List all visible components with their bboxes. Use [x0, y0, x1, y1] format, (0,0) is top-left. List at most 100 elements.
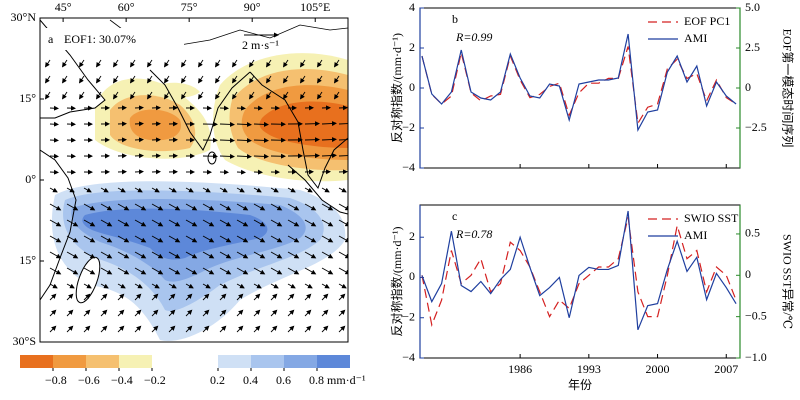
wind-vector — [83, 219, 96, 227]
colorbar-swatch — [86, 355, 119, 368]
wind-vector — [304, 187, 313, 193]
colorbar-swatch — [284, 355, 317, 368]
series-line — [421, 217, 737, 328]
y2-axis-label: SWIO SST异常/℃ — [780, 234, 794, 329]
wind-vector — [304, 203, 317, 211]
wind-vector — [338, 309, 346, 317]
y2-axis-label: EOF第一模态时间序列 — [780, 29, 795, 148]
colorbar-swatch — [119, 355, 152, 368]
colorbar-swatch — [218, 355, 251, 368]
colorbar-label: −0.2 — [144, 373, 166, 387]
y2-tick-label: 2.5 — [745, 40, 760, 54]
wind-vectors — [45, 59, 348, 333]
wind-vector — [338, 325, 346, 333]
y-tick-label: 0 — [409, 80, 415, 94]
wind-vector — [300, 91, 306, 100]
wind-vector — [317, 91, 323, 100]
x-tick-label: 75° — [181, 0, 198, 14]
wind-vector — [185, 267, 198, 275]
wind-vector — [321, 283, 330, 289]
wind-vector — [334, 91, 340, 100]
wind-vector — [321, 325, 329, 333]
wind-vector — [304, 293, 312, 301]
wind-vector — [168, 219, 181, 227]
wind-vector — [253, 293, 261, 301]
wind-vector — [113, 91, 119, 100]
wind-vector — [49, 203, 62, 211]
wind-vector — [321, 153, 337, 159]
wind-vector — [117, 219, 130, 227]
wind-vector — [236, 235, 249, 243]
wind-vector — [151, 203, 164, 211]
y2-tick-label: −1.0 — [745, 350, 767, 364]
wind-vector — [147, 59, 153, 68]
wind-vector — [270, 219, 283, 227]
wind-vector — [66, 309, 74, 317]
wind-vector — [219, 251, 232, 259]
wind-vector — [134, 235, 147, 243]
wind-vector — [134, 309, 142, 317]
wind-vector — [287, 219, 300, 227]
y2-tick-label: 0 — [745, 80, 751, 94]
wind-vector — [236, 325, 244, 333]
wind-vector — [236, 309, 244, 317]
wind-vector — [83, 293, 91, 301]
wind-vector — [168, 293, 176, 301]
wind-vector — [304, 251, 317, 259]
wind-vector — [219, 283, 228, 289]
colorbar-label: −0.4 — [111, 373, 133, 387]
wind-vector — [185, 325, 193, 333]
annotation: R=0.78 — [455, 227, 492, 241]
wind-vector — [219, 187, 228, 193]
wind-vector — [219, 325, 227, 333]
y-tick-label: 2 — [409, 229, 415, 243]
y-tick-label: 30°S — [13, 334, 36, 348]
wind-vector — [202, 235, 215, 243]
wind-vector — [181, 91, 187, 100]
wind-vector — [202, 309, 210, 317]
wind-vector — [134, 219, 147, 227]
wind-vector — [66, 187, 75, 193]
wind-vector — [198, 75, 204, 84]
wind-vector — [270, 267, 283, 275]
wind-vector — [219, 121, 235, 127]
wind-vector — [249, 59, 255, 68]
wind-vector — [185, 283, 194, 289]
wind-vector — [168, 203, 181, 211]
colorbar-label: 0.2 — [210, 373, 225, 387]
wind-vector — [287, 283, 296, 289]
wind-vector — [253, 251, 266, 259]
wind-vector — [270, 283, 279, 289]
wind-vector — [100, 235, 113, 243]
wind-vector — [100, 309, 108, 317]
wind-vector — [117, 251, 130, 259]
wind-vector — [287, 293, 295, 301]
wind-vector — [321, 267, 334, 275]
wind-vector — [83, 251, 96, 259]
wind-vector — [232, 59, 238, 68]
colorbar-swatch — [20, 355, 53, 368]
legend-label: EOF PC1 — [684, 14, 730, 28]
wind-vector — [202, 251, 215, 259]
wind-vector — [283, 91, 289, 100]
wind-vector — [236, 219, 249, 227]
wind-vector — [117, 187, 126, 193]
wind-vector — [168, 187, 177, 193]
colorbar-label: 0.6 — [276, 373, 291, 387]
wind-vector — [168, 235, 181, 243]
wind-vector — [270, 235, 283, 243]
wind-vector — [100, 293, 108, 301]
wind-vector — [130, 91, 136, 100]
wind-vector — [185, 251, 198, 259]
annotation: R=0.99 — [455, 30, 492, 44]
wind-vector — [287, 251, 300, 259]
wind-vector — [45, 59, 51, 68]
wind-vector — [130, 59, 136, 68]
x-tick-label: 1993 — [577, 362, 601, 376]
wind-vector — [79, 91, 85, 100]
wind-vector — [185, 187, 194, 193]
annotation: EOF1: 30.07% — [64, 32, 136, 46]
legend-label: SWIO SST — [684, 211, 739, 225]
wind-vector — [79, 75, 85, 84]
x-tick-label: 60° — [118, 0, 135, 14]
